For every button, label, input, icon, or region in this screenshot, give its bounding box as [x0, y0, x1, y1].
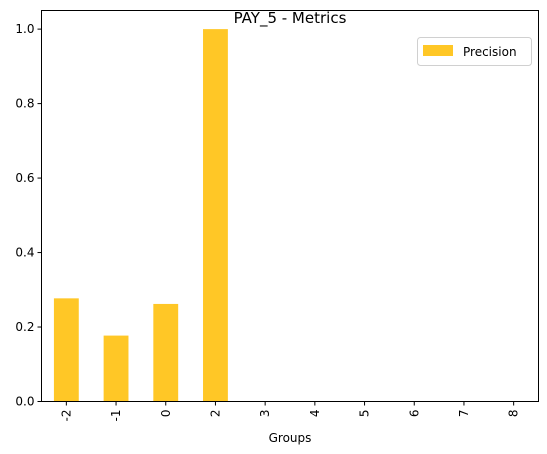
bar--1 [103, 335, 129, 402]
x-tick-label: 8 [507, 410, 521, 418]
x-axis-label: Groups [269, 431, 312, 445]
x-tick-label: 0 [159, 410, 173, 418]
bar-0 [153, 303, 179, 402]
y-tick-label: 0.6 [15, 171, 34, 185]
legend: Precision [417, 37, 532, 66]
chart-title: PAY_5 - Metrics [234, 9, 347, 28]
y-tick-label: 1.0 [15, 22, 34, 36]
x-tick-label: 3 [258, 410, 272, 418]
bar--2 [53, 298, 79, 402]
y-axis: 0.0 0.2 0.4 0.6 0.8 1.0 [15, 22, 42, 409]
x-tick-label: 5 [358, 410, 372, 418]
bars [53, 29, 228, 402]
x-tick-label: 7 [457, 410, 471, 418]
legend-box [417, 37, 532, 66]
y-tick-label: 0.2 [15, 320, 34, 334]
y-tick-label: 0.0 [15, 395, 34, 409]
legend-label: Precision [463, 45, 517, 59]
x-tick-label: 4 [308, 410, 322, 418]
y-tick-label: 0.8 [15, 97, 34, 111]
x-axis: -2 -1 0 2 3 4 5 6 7 8 [59, 401, 521, 422]
x-tick-label: 6 [407, 410, 421, 418]
legend-swatch [423, 45, 453, 56]
plot-frame [41, 10, 539, 402]
x-tick-label: 2 [208, 410, 222, 418]
x-tick-label: -2 [59, 410, 73, 422]
y-tick-label: 0.4 [15, 246, 34, 260]
bar-2 [203, 29, 228, 402]
x-tick-label: -1 [109, 410, 123, 422]
